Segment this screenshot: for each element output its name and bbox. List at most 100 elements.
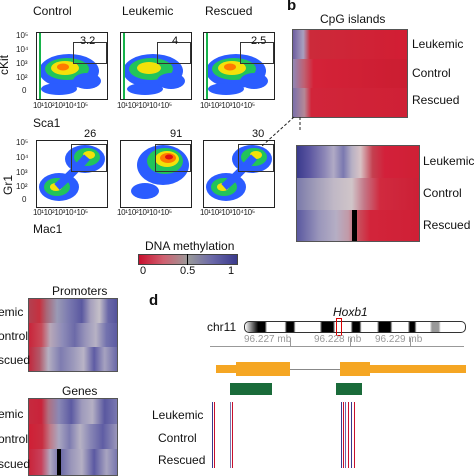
x-tick: 10² bbox=[43, 208, 55, 217]
heatmap-row bbox=[297, 146, 419, 178]
gate bbox=[155, 144, 191, 172]
facs-header-control: Control bbox=[33, 4, 72, 18]
track-mark bbox=[351, 402, 352, 468]
cpg-row-leukemic: Leukemic bbox=[412, 37, 464, 51]
y-tick: 10² bbox=[16, 73, 28, 82]
gene-name: Hoxb1 bbox=[333, 305, 368, 319]
colorbar-tick: 0 bbox=[140, 265, 147, 277]
facs-plot-control-gr1 bbox=[36, 140, 108, 208]
panel-letter-d: d bbox=[149, 292, 159, 309]
x-tick: 10⁵ bbox=[243, 101, 255, 110]
panel-letter-b: b bbox=[287, 0, 297, 14]
y-tick: 10³ bbox=[16, 59, 28, 68]
cpg-zoom-row-control: Control bbox=[423, 186, 462, 200]
x-tick: 10³ bbox=[221, 208, 233, 217]
chromosome-locus-marker bbox=[336, 318, 342, 336]
x-tick: 10⁵ bbox=[160, 208, 172, 217]
track-mark bbox=[348, 402, 349, 468]
x-tick: 10⁵ bbox=[160, 101, 172, 110]
facs-top-x-label: Sca1 bbox=[33, 116, 61, 130]
facs-header-leukemic: Leukemic bbox=[122, 4, 174, 18]
y-tick: 10⁴ bbox=[16, 45, 29, 54]
facs-value-control: 3.2 bbox=[80, 35, 96, 47]
track-mark bbox=[343, 402, 344, 468]
x-tick: 10¹ bbox=[117, 101, 128, 110]
x-tick: 10³ bbox=[54, 101, 66, 110]
colorbar-tick: 0.5 bbox=[180, 265, 196, 277]
x-tick-row: 10¹10²10³10⁴10⁵ bbox=[117, 101, 172, 110]
x-tick-row: 10¹10²10³10⁴10⁵ bbox=[33, 101, 88, 110]
x-tick: 10¹ bbox=[117, 208, 128, 217]
x-tick: 10² bbox=[127, 208, 139, 217]
x-tick: 10⁵ bbox=[243, 208, 255, 217]
y-tick: 10³ bbox=[16, 168, 28, 177]
x-tick: 10⁴ bbox=[65, 101, 77, 110]
cpg-title: CpG islands bbox=[320, 12, 386, 26]
y-tick: 0 bbox=[22, 86, 27, 95]
cpg-zoom-heatmap bbox=[296, 145, 420, 242]
gate bbox=[157, 42, 191, 64]
y-tick: 10² bbox=[16, 182, 28, 191]
facs-value-leukemic: 4 bbox=[172, 35, 179, 47]
track-mark bbox=[345, 402, 346, 468]
x-tick: 10⁵ bbox=[76, 208, 88, 217]
cpg-heatmap bbox=[292, 29, 408, 118]
facs-value-rescued: 2.5 bbox=[251, 35, 267, 47]
facs-plot-leukemic-gr1 bbox=[120, 140, 192, 208]
x-tick: 10² bbox=[127, 101, 139, 110]
promoters-title: Promoters bbox=[52, 284, 108, 298]
track-label-rescued: Rescued bbox=[158, 453, 206, 467]
heatmap-row bbox=[29, 347, 117, 371]
x-tick: 10¹ bbox=[200, 208, 211, 217]
heatmap-row bbox=[29, 323, 117, 347]
track-mark bbox=[230, 402, 231, 468]
heatmap-row bbox=[29, 399, 117, 424]
promoters-row-leukemic: emic bbox=[0, 305, 24, 319]
track-mark bbox=[212, 402, 213, 468]
y-tick: 10⁴ bbox=[16, 153, 29, 162]
x-tick: 10⁴ bbox=[65, 208, 77, 217]
track-label-control: Control bbox=[158, 431, 197, 445]
x-tick: 10⁴ bbox=[232, 101, 244, 110]
facs-plot-control-ckit bbox=[36, 32, 108, 100]
heatmap-row bbox=[293, 88, 407, 117]
density-cloud bbox=[206, 145, 272, 201]
x-tick-row: 10¹10²10³10⁴10⁵ bbox=[33, 208, 88, 217]
heatmap-row bbox=[293, 59, 407, 88]
gate bbox=[240, 42, 274, 64]
x-tick-row: 10¹10²10³10⁴10⁵ bbox=[200, 101, 255, 110]
density-cloud bbox=[206, 33, 268, 99]
x-tick-row: 10¹10²10³10⁴10⁵ bbox=[117, 208, 172, 217]
x-tick: 10³ bbox=[221, 101, 233, 110]
chromosome-label: chr11 bbox=[207, 320, 237, 334]
promoters-heatmap bbox=[28, 298, 118, 372]
x-tick: 10¹ bbox=[200, 101, 211, 110]
cpg-island-bar bbox=[230, 383, 272, 395]
x-tick: 10² bbox=[210, 101, 222, 110]
gene-utr-left bbox=[216, 365, 236, 373]
genes-row-leukemic: emic bbox=[0, 407, 24, 421]
coord-label: 96.229 mb bbox=[375, 334, 423, 345]
x-tick: 10⁴ bbox=[149, 208, 161, 217]
gene-exon-1 bbox=[236, 362, 290, 376]
gate bbox=[71, 144, 107, 172]
x-tick: 10² bbox=[43, 101, 55, 110]
genes-row-control: ontrol bbox=[0, 432, 29, 446]
track-mark bbox=[341, 402, 342, 468]
facs-value-rescued-gr1: 30 bbox=[252, 128, 265, 140]
gene-exon-2 bbox=[340, 362, 370, 376]
facs-plot-rescued-gr1 bbox=[203, 140, 275, 208]
chromosome-ideogram bbox=[244, 321, 466, 333]
x-tick: 10⁴ bbox=[149, 101, 161, 110]
colorbar-midline bbox=[187, 254, 188, 265]
facs-header-rescued: Rescued bbox=[205, 4, 253, 18]
coord-label: 96.228 mb bbox=[314, 334, 362, 345]
y-tick: 10⁵ bbox=[16, 31, 29, 40]
cpg-zoom-row-rescued: Rescued bbox=[423, 218, 471, 232]
facs-plot-leukemic-ckit bbox=[120, 32, 192, 100]
x-tick: 10³ bbox=[138, 208, 150, 217]
x-tick: 10³ bbox=[138, 101, 150, 110]
facs-bottom-x-label: Mac1 bbox=[33, 222, 63, 236]
heatmap-row bbox=[29, 299, 117, 323]
